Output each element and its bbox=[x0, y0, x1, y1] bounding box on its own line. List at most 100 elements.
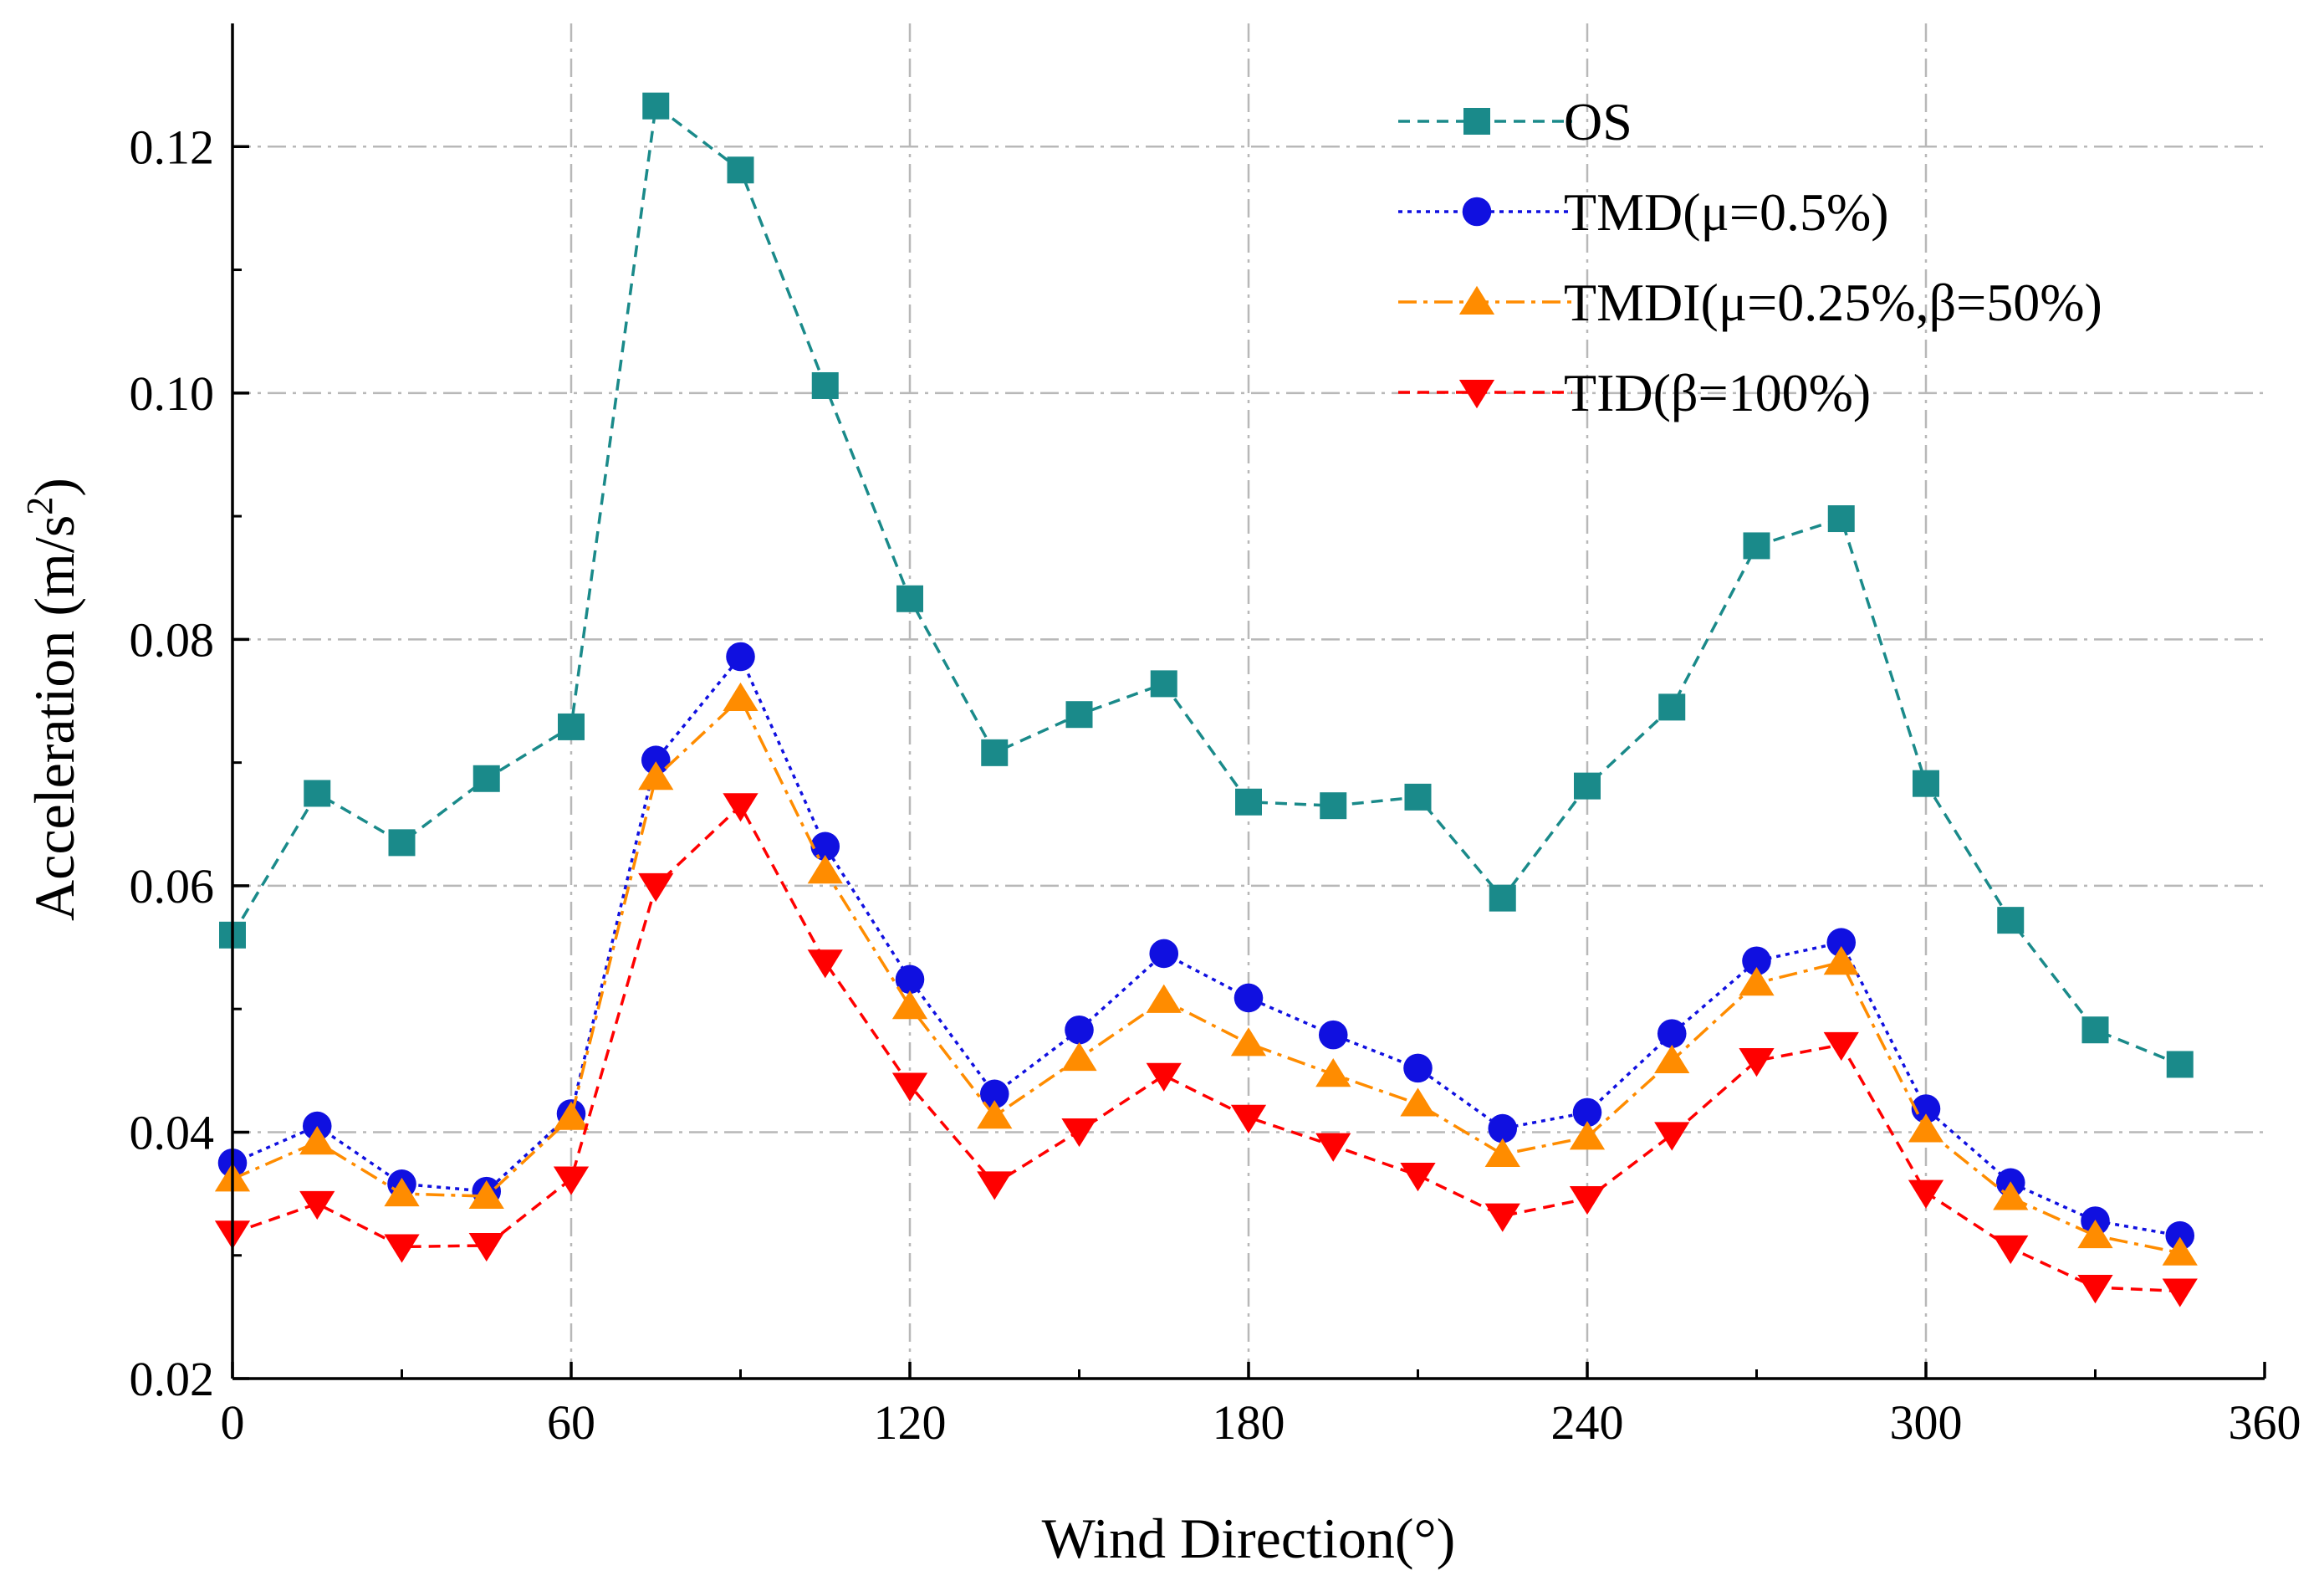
data-point-tmd-0-5 bbox=[1149, 939, 1179, 969]
data-point-tmd-0-5 bbox=[1572, 1097, 1602, 1128]
data-point-os bbox=[1827, 505, 1855, 533]
data-point-os bbox=[642, 92, 670, 120]
data-point-tmdi-0-25-50 bbox=[1146, 984, 1182, 1013]
data-point-tmdi-0-25-50 bbox=[468, 1179, 504, 1210]
y-axis-title-tail: ) bbox=[23, 478, 86, 497]
data-point-tid-100 bbox=[384, 1234, 420, 1263]
data-point-os bbox=[1658, 693, 1686, 721]
data-point-os bbox=[1404, 783, 1432, 811]
data-point-tmdi-0-25-50 bbox=[1400, 1087, 1436, 1117]
legend-item-tmd-0-5: TMD(μ=0.5%) bbox=[1398, 182, 1889, 242]
data-point-tmdi-0-25-50 bbox=[1908, 1113, 1944, 1143]
data-point-tmdi-0-25-50 bbox=[1654, 1044, 1690, 1074]
data-point-tmd-0-5 bbox=[1234, 983, 1264, 1013]
data-point-tmdi-0-25-50 bbox=[638, 761, 674, 790]
data-point-os bbox=[1235, 788, 1262, 816]
data-point-tmd-0-5 bbox=[641, 745, 671, 775]
data-point-tid-100 bbox=[1654, 1122, 1690, 1151]
legend-marker bbox=[1458, 380, 1495, 409]
legend-item-tmdi-0-25-50: TMDI(μ=0.25%,β=50%) bbox=[1398, 273, 2102, 332]
data-point-tmdi-0-25-50 bbox=[1230, 1027, 1267, 1057]
x-tick-label-120: 120 bbox=[874, 1395, 947, 1450]
series-tid-100 bbox=[214, 793, 2198, 1307]
x-tick-label-240: 240 bbox=[1551, 1395, 1624, 1450]
legend-item-os: OS bbox=[1398, 92, 1632, 151]
legend-label: TMD(μ=0.5%) bbox=[1564, 182, 1889, 242]
data-point-tid-100 bbox=[1739, 1048, 1775, 1077]
data-point-tmd-0-5 bbox=[810, 831, 840, 862]
data-point-os bbox=[472, 765, 500, 792]
data-point-tid-100 bbox=[2077, 1275, 2113, 1304]
x-tick-label-0: 0 bbox=[221, 1395, 245, 1450]
series-line-tid-100 bbox=[232, 803, 2180, 1293]
data-point-tid-100 bbox=[807, 949, 843, 979]
data-point-tmdi-0-25-50 bbox=[1739, 967, 1775, 996]
x-axis-title: Wind Direction(°) bbox=[1042, 1507, 1456, 1570]
data-point-tid-100 bbox=[468, 1232, 504, 1262]
data-point-tmd-0-5 bbox=[2165, 1220, 2195, 1251]
x-tick-label-60: 60 bbox=[547, 1395, 595, 1450]
axis-layer: 0 60 120 180 240 300 360 0.02 0.04 0.06 0.08 0.10 0.… bbox=[130, 23, 2301, 1450]
data-point-os bbox=[1743, 532, 1770, 560]
data-point-tmdi-0-25-50 bbox=[299, 1126, 335, 1155]
data-point-os bbox=[1489, 884, 1516, 912]
data-point-tmdi-0-25-50 bbox=[1569, 1121, 1606, 1150]
data-point-os bbox=[981, 739, 1009, 766]
data-point-tid-100 bbox=[1993, 1235, 2029, 1265]
legend-label: TMDI(μ=0.25%,β=50%) bbox=[1564, 273, 2102, 332]
data-point-os bbox=[1150, 670, 1177, 698]
data-point-os bbox=[2081, 1016, 2109, 1044]
series-line-tmd-0-5 bbox=[232, 653, 2181, 1237]
x-tick-label-180: 180 bbox=[1213, 1395, 1285, 1450]
legend-label: TID(β=100%) bbox=[1564, 363, 1871, 422]
series-line-tmdi-0-25-50 bbox=[232, 696, 2181, 1255]
data-point-tmd-0-5 bbox=[1403, 1053, 1433, 1083]
data-point-tid-100 bbox=[299, 1190, 335, 1220]
data-point-tmd-0-5 bbox=[1318, 1020, 1348, 1050]
data-point-tid-100 bbox=[1315, 1133, 1351, 1162]
data-point-os bbox=[558, 713, 585, 740]
y-tick-label-2: 0.06 bbox=[130, 859, 215, 913]
data-point-tmd-0-5 bbox=[1742, 946, 1771, 976]
data-point-os bbox=[811, 371, 839, 399]
data-point-tid-100 bbox=[1484, 1203, 1520, 1232]
data-point-tmdi-0-25-50 bbox=[1823, 946, 1859, 975]
legend-label: OS bbox=[1564, 92, 1632, 151]
data-point-os bbox=[388, 829, 416, 857]
series-tmd-0-5 bbox=[217, 642, 2195, 1251]
data-point-tid-100 bbox=[1823, 1031, 1859, 1062]
data-point-tmdi-0-25-50 bbox=[1993, 1181, 2029, 1210]
series-line-os bbox=[231, 103, 2181, 1067]
y-tick-label-3: 0.08 bbox=[130, 612, 215, 667]
data-point-tmdi-0-25-50 bbox=[891, 990, 928, 1020]
data-point-tmdi-0-25-50 bbox=[1484, 1138, 1520, 1167]
data-point-os bbox=[896, 585, 923, 612]
data-point-tmdi-0-25-50 bbox=[807, 855, 843, 884]
data-point-os bbox=[1997, 907, 2025, 934]
y-tick-label-5: 0.12 bbox=[130, 120, 215, 174]
data-point-tmdi-0-25-50 bbox=[977, 1100, 1013, 1129]
data-point-tmd-0-5 bbox=[895, 964, 925, 995]
data-point-tmdi-0-25-50 bbox=[553, 1101, 590, 1130]
data-point-tid-100 bbox=[1230, 1104, 1267, 1133]
data-point-tmd-0-5 bbox=[979, 1079, 1009, 1109]
data-point-tmd-0-5 bbox=[1826, 928, 1857, 957]
data-point-tid-100 bbox=[553, 1166, 590, 1195]
legend-item-tid-100: TID(β=100%) bbox=[1398, 363, 1871, 422]
data-point-tid-100 bbox=[638, 872, 674, 903]
y-axis-title: Acceleration (m/s2) bbox=[19, 478, 86, 921]
data-point-tmdi-0-25-50 bbox=[1061, 1041, 1097, 1072]
legend-marker bbox=[1462, 197, 1492, 227]
data-point-tmd-0-5 bbox=[1488, 1113, 1518, 1144]
y-axis-title-main: Acceleration (m/s bbox=[23, 515, 86, 921]
x-tick-label-300: 300 bbox=[1890, 1395, 1963, 1450]
data-point-tid-100 bbox=[1061, 1118, 1097, 1148]
data-point-tid-100 bbox=[1569, 1186, 1606, 1215]
legend: OS TMD(μ=0.5%) TMDI(μ=0.25%,β=50%) TID(β=10… bbox=[1398, 92, 2102, 422]
series-tmdi-0-25-50 bbox=[214, 682, 2198, 1266]
data-point-tmdi-0-25-50 bbox=[2077, 1219, 2113, 1249]
y-tick-label-4: 0.10 bbox=[130, 366, 215, 421]
data-point-tid-100 bbox=[891, 1072, 928, 1102]
